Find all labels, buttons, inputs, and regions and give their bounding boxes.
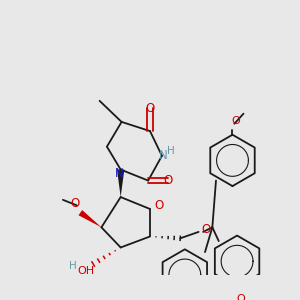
Text: O: O — [232, 116, 241, 126]
Text: O: O — [154, 199, 164, 212]
Text: O: O — [236, 294, 245, 300]
Polygon shape — [117, 169, 124, 197]
Text: O: O — [164, 174, 173, 187]
Text: OH: OH — [77, 266, 94, 276]
Text: H: H — [69, 261, 77, 271]
Text: O: O — [70, 197, 80, 210]
Polygon shape — [79, 210, 101, 227]
Text: O: O — [201, 223, 211, 236]
Text: H: H — [167, 146, 175, 156]
Text: N: N — [115, 167, 123, 180]
Text: O: O — [146, 102, 154, 115]
Text: N: N — [159, 149, 168, 162]
